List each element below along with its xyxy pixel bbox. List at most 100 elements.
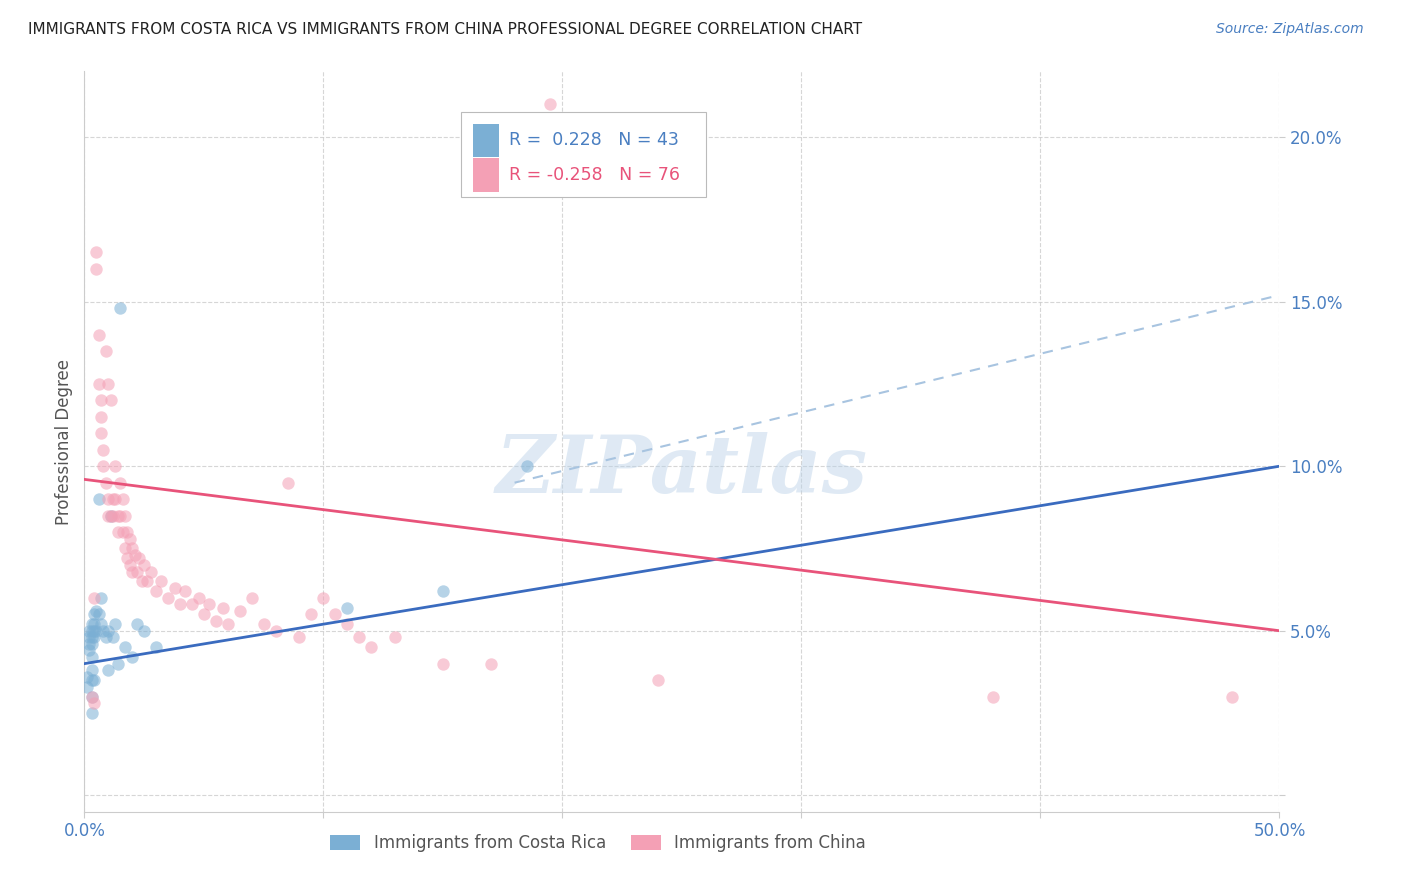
Point	[479, 657, 502, 671]
Text: Source: ZipAtlas.com: Source: ZipAtlas.com	[1216, 22, 1364, 37]
Point	[90, 426, 112, 441]
Point	[132, 624, 156, 638]
Point	[312, 591, 335, 605]
Point	[117, 524, 139, 539]
Point	[101, 492, 124, 507]
Point	[157, 591, 180, 605]
FancyBboxPatch shape	[461, 112, 706, 197]
Point	[86, 624, 108, 638]
Point	[118, 558, 141, 572]
Point	[90, 393, 112, 408]
Point	[114, 541, 136, 556]
Point	[100, 508, 122, 523]
Point	[107, 508, 129, 523]
Text: IMMIGRANTS FROM COSTA RICA VS IMMIGRANTS FROM CHINA PROFESSIONAL DEGREE CORRELAT: IMMIGRANTS FROM COSTA RICA VS IMMIGRANTS…	[28, 22, 862, 37]
Point	[100, 508, 122, 523]
Point	[229, 604, 252, 618]
Point	[97, 663, 120, 677]
Point	[111, 492, 134, 507]
Point	[141, 565, 163, 579]
Point	[93, 459, 115, 474]
Point	[110, 475, 132, 490]
Text: R = -0.258   N = 76: R = -0.258 N = 76	[509, 166, 679, 184]
Point	[80, 690, 103, 704]
Point	[193, 607, 215, 622]
Point	[125, 617, 148, 632]
Point	[80, 673, 103, 687]
Point	[125, 565, 148, 579]
Point	[80, 663, 103, 677]
Point	[104, 492, 127, 507]
Point	[288, 630, 311, 644]
Point	[132, 558, 156, 572]
Point	[301, 607, 323, 622]
Point	[87, 492, 110, 507]
Point	[110, 301, 132, 316]
Point	[76, 670, 98, 684]
Point	[80, 624, 103, 638]
Point	[77, 624, 100, 638]
Y-axis label: Professional Degree: Professional Degree	[55, 359, 73, 524]
Point	[121, 650, 143, 665]
Point	[107, 657, 129, 671]
Point	[77, 643, 100, 657]
Point	[87, 376, 110, 391]
Point	[80, 690, 103, 704]
Point	[90, 617, 112, 632]
Point	[83, 696, 105, 710]
Point	[87, 607, 110, 622]
Point	[131, 574, 153, 589]
Point	[360, 640, 382, 655]
Point	[117, 551, 139, 566]
Point	[114, 508, 136, 523]
Point	[188, 591, 211, 605]
Point	[325, 607, 347, 622]
Point	[83, 624, 105, 638]
Point	[77, 630, 100, 644]
Point	[86, 261, 108, 276]
Point	[111, 524, 134, 539]
Point	[86, 604, 108, 618]
Point	[121, 565, 143, 579]
Point	[100, 393, 122, 408]
Point	[212, 600, 235, 615]
Point	[104, 459, 127, 474]
Point	[94, 630, 117, 644]
Point	[104, 617, 127, 632]
Point	[83, 591, 105, 605]
Point	[336, 600, 359, 615]
Point	[80, 630, 103, 644]
Point	[118, 532, 141, 546]
Point	[128, 551, 150, 566]
Point	[80, 650, 103, 665]
Point	[540, 97, 562, 112]
Point	[114, 640, 136, 655]
Point	[80, 637, 103, 651]
Point	[135, 574, 157, 589]
Point	[83, 617, 105, 632]
Point	[253, 617, 276, 632]
Text: ZIPatlas: ZIPatlas	[496, 433, 868, 510]
Point	[516, 459, 538, 474]
Text: R =  0.228   N = 43: R = 0.228 N = 43	[509, 131, 679, 149]
Point	[93, 442, 115, 457]
Point	[77, 637, 100, 651]
Point	[76, 680, 98, 694]
Point	[1220, 690, 1243, 704]
Point	[90, 409, 112, 424]
Point	[349, 630, 371, 644]
Legend: Immigrants from Costa Rica, Immigrants from China: Immigrants from Costa Rica, Immigrants f…	[323, 828, 873, 859]
Point	[205, 614, 228, 628]
Point	[83, 673, 105, 687]
Point	[217, 617, 239, 632]
Point	[83, 630, 105, 644]
Point	[277, 475, 299, 490]
Bar	[472, 124, 499, 157]
Point	[94, 475, 117, 490]
Point	[107, 524, 129, 539]
Point	[94, 344, 117, 359]
Point	[145, 640, 167, 655]
Point	[647, 673, 669, 687]
Point	[83, 607, 105, 622]
Point	[169, 598, 191, 612]
